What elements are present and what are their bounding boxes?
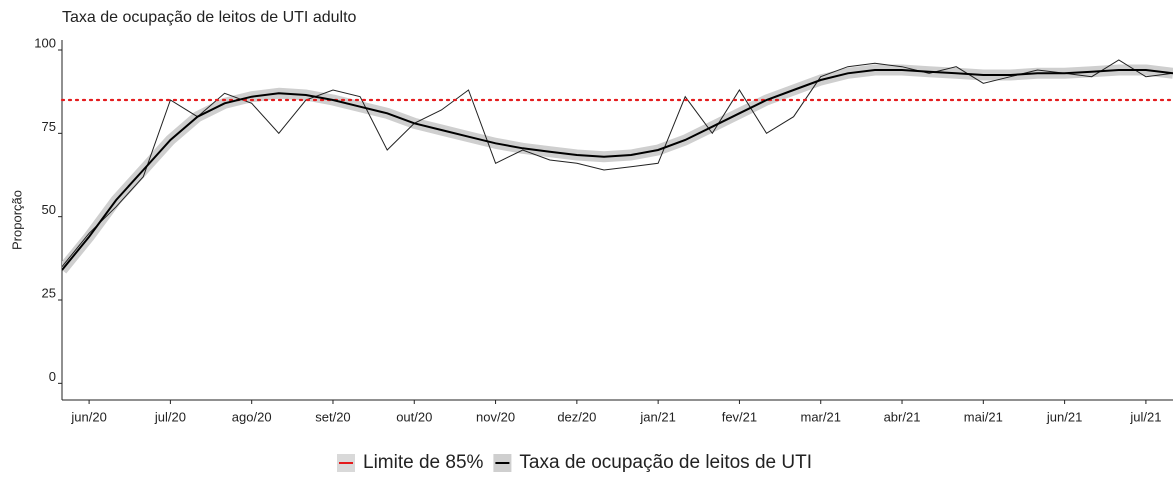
x-tick-label: dez/20 — [557, 409, 596, 424]
x-tick-label: mai/21 — [964, 409, 1003, 424]
x-tick-label: jul/21 — [1129, 409, 1161, 424]
trend-line — [62, 69, 1173, 271]
x-tick-label: jun/21 — [1046, 409, 1082, 424]
x-tick-label: jun/20 — [70, 409, 106, 424]
x-tick-label: jan/21 — [639, 409, 675, 424]
x-tick-label: ago/20 — [232, 409, 272, 424]
x-tick-label: out/20 — [396, 409, 432, 424]
x-tick-label: abr/21 — [884, 409, 921, 424]
x-tick-label: set/20 — [315, 409, 350, 424]
y-tick-label: 25 — [42, 285, 56, 300]
y-tick-label: 0 — [49, 369, 56, 384]
chart-title: Taxa de ocupação de leitos de UTI adulto — [62, 9, 357, 26]
y-tick-label: 75 — [42, 119, 56, 134]
y-axis-label: Proporção — [9, 190, 24, 250]
legend-label: Limite de 85% — [363, 452, 484, 473]
legend-label: Taxa de ocupação de leitos de UTI — [519, 452, 812, 473]
raw-line — [62, 59, 1173, 268]
x-tick-label: nov/20 — [476, 409, 515, 424]
x-tick-label: jul/20 — [154, 409, 186, 424]
x-tick-label: fev/21 — [722, 409, 757, 424]
y-tick-label: 50 — [42, 202, 56, 217]
y-tick-label: 100 — [34, 35, 56, 50]
x-tick-label: mar/21 — [800, 409, 840, 424]
